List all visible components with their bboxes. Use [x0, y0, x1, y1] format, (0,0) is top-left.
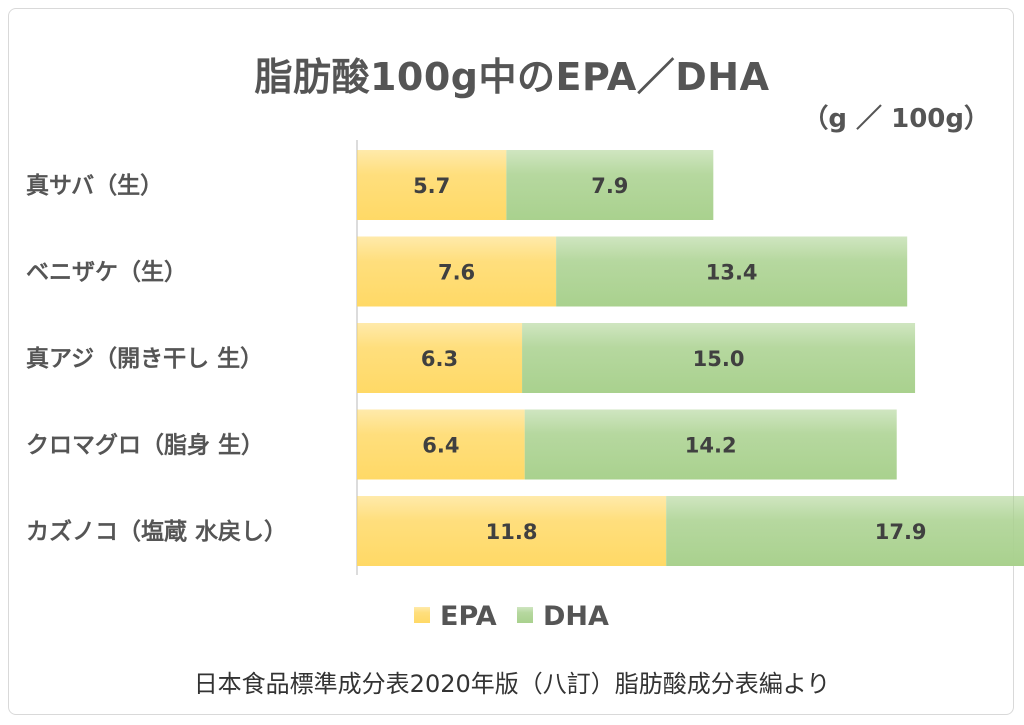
bar-dha: [666, 496, 1024, 566]
data-label-dha: 15.0: [693, 347, 745, 371]
data-label-epa: 11.8: [486, 520, 538, 544]
legend-label-dha: DHA: [543, 601, 609, 632]
data-label-epa: 7.6: [438, 261, 475, 285]
bar-epa: [357, 409, 525, 480]
bar-epa: [357, 496, 667, 566]
legend-swatch-epa: [414, 607, 430, 623]
chart-title: 脂肪酸100g中のEPA／DHA: [254, 55, 770, 99]
category-label: ベニザケ（生）: [26, 259, 187, 286]
bar-dha: [524, 409, 897, 480]
bar-epa: [357, 236, 557, 307]
data-label-epa: 5.7: [413, 174, 450, 198]
data-label-dha: 17.9: [875, 520, 927, 544]
bar-dha: [506, 150, 714, 220]
data-label-epa: 6.4: [422, 434, 459, 458]
source-note: 日本食品標準成分表2020年版（八訂）脂肪酸成分表編より: [193, 670, 831, 698]
legend-swatch-dha: [517, 607, 533, 623]
bar-epa: [357, 150, 507, 220]
legend-label-epa: EPA: [440, 601, 497, 632]
bar-epa: [357, 323, 523, 393]
data-label-dha: 14.2: [685, 434, 737, 458]
unit-label: （g ／ 100g）: [802, 104, 990, 134]
category-label: クロマグロ（脂身 生）: [26, 432, 264, 459]
data-label-dha: 7.9: [591, 174, 628, 198]
bar-dha: [556, 236, 908, 307]
category-label: カズノコ（塩蔵 水戻し）: [26, 518, 287, 545]
category-label: 真サバ（生）: [26, 172, 163, 199]
bar-dha: [522, 323, 916, 393]
category-label: 真アジ（開き干し 生）: [26, 345, 263, 372]
data-label-dha: 13.4: [706, 261, 758, 285]
data-label-epa: 6.3: [421, 347, 458, 371]
